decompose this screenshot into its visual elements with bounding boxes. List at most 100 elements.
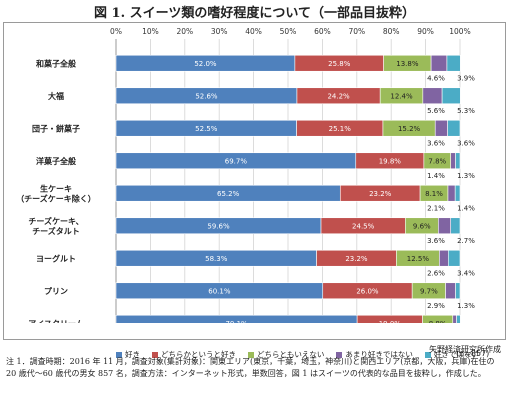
data-label: 24.5% (352, 222, 375, 230)
data-label: 1.4% (427, 172, 445, 180)
source-credit: 矢野経済研究所作成 (429, 345, 501, 354)
sample-size-label: (n=857) (456, 349, 490, 358)
data-label: 24.2% (327, 92, 350, 100)
data-label: 2.9% (427, 302, 445, 310)
legend-item: どちらともいえない (248, 349, 324, 360)
data-label: 5.6% (427, 107, 445, 115)
data-label: 23.2% (369, 190, 392, 198)
data-label: 19.8% (379, 157, 402, 165)
x-tick-label: 30% (211, 27, 228, 36)
data-label: 3.6% (457, 139, 475, 147)
bar-segment (439, 249, 449, 267)
legend-label: 好き (125, 350, 140, 359)
x-tick-label: 60% (314, 27, 331, 36)
data-label: 1.3% (457, 302, 475, 310)
x-tick-label: 90% (417, 27, 434, 36)
bar-segment (455, 282, 461, 300)
data-label: 3.6% (427, 237, 445, 245)
bar-segment (422, 314, 454, 323)
data-label: 2.7% (457, 237, 475, 245)
bar-segment (447, 119, 461, 137)
bar-segment (456, 314, 461, 323)
bar-segment (446, 54, 461, 72)
data-label: 9.7% (420, 287, 438, 295)
bar-segment (450, 217, 461, 235)
bar-segment (438, 217, 452, 235)
data-label: 2.6% (427, 269, 445, 277)
legend-item: 好きではない (424, 349, 479, 360)
bar-segment (445, 282, 456, 300)
data-label: 1.4% (457, 204, 475, 212)
data-label: 25.8% (328, 60, 351, 68)
data-label: 26.0% (356, 287, 379, 295)
legend-item: どちらかというと好き (152, 349, 236, 360)
data-label: 3.9% (457, 74, 475, 82)
data-label: 25.1% (329, 125, 352, 133)
data-label: 8.8% (429, 320, 447, 323)
data-label: 12.5% (407, 255, 430, 263)
data-label: 4.6% (427, 74, 445, 82)
chart-title: 図 1. スイーツ類の嗜好程度について（一部品目抜粋） (94, 6, 415, 21)
stacked-bar-chart: 0% 10% 20% 30% 40% 50% 60% 70% 80% 90% 100% 和菓子全般 52… (16, 27, 475, 323)
legend-label: どちらかというと好き (161, 350, 236, 359)
data-label: 12.4% (390, 92, 413, 100)
data-label: 15.2% (398, 125, 421, 133)
bar-segment (452, 314, 457, 323)
data-label: 13.8% (396, 60, 419, 68)
legend-item: 好き (116, 349, 140, 360)
category-label: 生ケーキ (40, 183, 72, 193)
legend-swatch (116, 352, 122, 358)
x-tick-label: 80% (383, 27, 400, 36)
chart-frame: 0% 10% 20% 30% 40% 50% 60% 70% 80% 90% 100% 和菓子全般 52… (3, 22, 506, 359)
category-label: （チーズケーキ除く） (16, 193, 96, 203)
x-tick-label: 0% (110, 27, 122, 36)
x-tick-label: 20% (176, 27, 193, 36)
data-label: 70.1% (225, 320, 248, 323)
category-label: アイスクリーム (28, 318, 84, 323)
data-label: 2.1% (427, 204, 445, 212)
legend: 好き どちらかというと好き どちらともいえない あまり好きではない 好きではない (116, 349, 491, 360)
data-label: 23.2% (345, 255, 368, 263)
bar-segment (441, 87, 461, 105)
data-label: 52.5% (195, 125, 218, 133)
bar-segment (422, 87, 443, 105)
x-tick-label: 40% (245, 27, 262, 36)
bar-segment (447, 184, 456, 202)
legend-swatch (248, 352, 254, 358)
data-label: 3.6% (427, 139, 445, 147)
bar-segment (356, 314, 423, 323)
data-label: 7.8% (428, 157, 446, 165)
bar-segment (450, 152, 456, 170)
category-label: 洋菓子全般 (36, 156, 76, 166)
bar-segment (434, 119, 448, 137)
data-label: 58.3% (205, 255, 228, 263)
category-label: プリン (44, 286, 68, 296)
x-tick-label: 70% (348, 27, 365, 36)
legend-swatch (336, 352, 343, 358)
x-tick-label: 100% (449, 27, 470, 36)
bar-segment (455, 152, 461, 170)
category-label: 団子・餅菓子 (32, 123, 80, 133)
data-label: 8.1% (425, 190, 443, 198)
data-label: 1.3% (457, 172, 475, 180)
bar-segment (454, 184, 461, 202)
data-label: 65.2% (217, 190, 240, 198)
legend-label: あまり好きではない (345, 350, 413, 359)
data-label: 3.4% (457, 269, 475, 277)
legend-swatch (152, 352, 158, 358)
legend-label: どちらともいえない (257, 350, 325, 359)
data-label: 5.3% (457, 107, 475, 115)
category-label: チーズタルト (32, 226, 80, 236)
category-label: チーズケーキ、 (28, 216, 83, 226)
footnote: 注 1．調査時期：2016 年 11 月，調査対象(集計対象)：関東エリア(東京… (6, 357, 495, 378)
category-label: 大福 (48, 91, 64, 101)
legend-label: 好きではない (433, 350, 479, 359)
category-label: 和菓子全般 (36, 58, 76, 68)
data-label: 9.6% (413, 222, 431, 230)
x-tick-label: 10% (142, 27, 159, 36)
data-label: 52.0% (194, 60, 217, 68)
bar-segment (430, 54, 448, 72)
x-tick-label: 50% (280, 27, 297, 36)
data-label: 59.6% (207, 222, 230, 230)
data-label: 52.6% (195, 92, 218, 100)
